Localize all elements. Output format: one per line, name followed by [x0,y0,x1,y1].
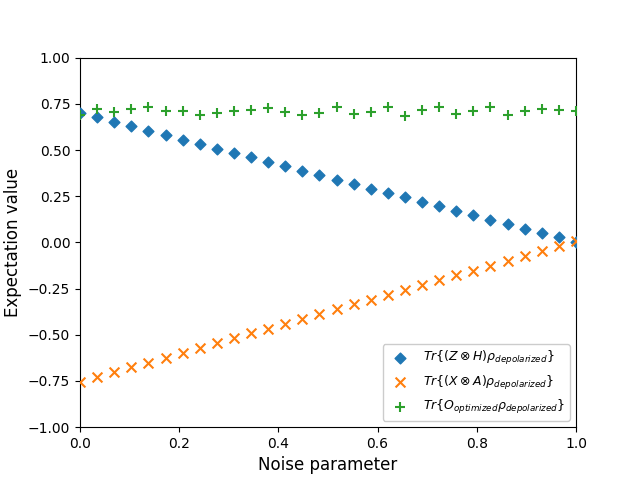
$Tr\{(Z \otimes H)\rho_{depolarized}\}$ [92,114,102,121]
$Tr\{(X \otimes A)\rho_{depolarized}\}$ [434,276,444,284]
$Tr\{(Z \otimes H)\rho_{depolarized}\}$ [314,171,324,179]
$Tr\{O_{optimized}\rho_{depolarized}\}$ [332,104,342,111]
$Tr\{O_{optimized}\rho_{depolarized}\}$ [195,111,205,119]
$Tr\{O_{optimized}\rho_{depolarized}\}$ [263,105,273,112]
$Tr\{O_{optimized}\rho_{depolarized}\}$ [177,108,188,115]
$Tr\{O_{optimized}\rho_{depolarized}\}$ [571,108,581,115]
$Tr\{O_{optimized}\rho_{depolarized}\}$ [246,106,256,113]
$Tr\{O_{optimized}\rho_{depolarized}\}$ [502,111,513,119]
$Tr\{(X \otimes A)\rho_{depolarized}\}$ [246,330,256,337]
$Tr\{(Z \otimes H)\rho_{depolarized}\}$ [246,154,256,161]
$Tr\{(X \otimes A)\rho_{depolarized}\}$ [451,272,461,279]
$Tr\{(X \otimes A)\rho_{depolarized}\}$ [109,368,119,376]
$Tr\{(X \otimes A)\rho_{depolarized}\}$ [263,325,273,333]
$Tr\{(X \otimes A)\rho_{depolarized}\}$ [365,296,376,303]
$Tr\{(X \otimes A)\rho_{depolarized}\}$ [502,257,513,264]
Legend: $Tr\{(Z \otimes H)\rho_{depolarized}\}$, $Tr\{(X \otimes A)\rho_{depolarized}\}$: $Tr\{(Z \otimes H)\rho_{depolarized}\}$,… [383,345,570,421]
$Tr\{(X \otimes A)\rho_{depolarized}\}$ [520,252,530,260]
$Tr\{(Z \otimes H)\rho_{depolarized}\}$ [297,167,307,175]
$Tr\{(X \otimes A)\rho_{depolarized}\}$ [571,238,581,245]
$Tr\{O_{optimized}\rho_{depolarized}\}$ [365,108,376,116]
$Tr\{O_{optimized}\rho_{depolarized}\}$ [280,108,291,116]
$Tr\{(Z \otimes H)\rho_{depolarized}\}$ [554,234,564,241]
$Tr\{(Z \otimes H)\rho_{depolarized}\}$ [485,216,495,224]
$Tr\{(X \otimes A)\rho_{depolarized}\}$ [92,373,102,381]
$Tr\{O_{optimized}\rho_{depolarized}\}$ [75,111,85,119]
$Tr\{O_{optimized}\rho_{depolarized}\}$ [349,110,359,118]
$Tr\{(Z \otimes H)\rho_{depolarized}\}$ [143,127,154,135]
$Tr\{(Z \otimes H)\rho_{depolarized}\}$ [417,198,427,206]
$Tr\{(X \otimes A)\rho_{depolarized}\}$ [161,354,171,361]
$Tr\{(Z \otimes H)\rho_{depolarized}\}$ [109,118,119,126]
$Tr\{(X \otimes A)\rho_{depolarized}\}$ [229,335,239,342]
$Tr\{O_{optimized}\rho_{depolarized}\}$ [400,112,410,120]
$Tr\{O_{optimized}\rho_{depolarized}\}$ [143,103,154,110]
$Tr\{(Z \otimes H)\rho_{depolarized}\}$ [229,149,239,157]
$Tr\{(X \otimes A)\rho_{depolarized}\}$ [400,286,410,294]
$Tr\{(X \otimes A)\rho_{depolarized}\}$ [332,305,342,313]
$Tr\{(Z \otimes H)\rho_{depolarized}\}$ [349,180,359,188]
$Tr\{(X \otimes A)\rho_{depolarized}\}$ [212,339,222,347]
$Tr\{(Z \otimes H)\rho_{depolarized}\}$ [126,122,136,130]
$Tr\{O_{optimized}\rho_{depolarized}\}$ [451,110,461,118]
$Tr\{(X \otimes A)\rho_{depolarized}\}$ [126,363,136,371]
$Tr\{(Z \otimes H)\rho_{depolarized}\}$ [451,207,461,215]
$Tr\{(Z \otimes H)\rho_{depolarized}\}$ [400,193,410,201]
$Tr\{(Z \otimes H)\rho_{depolarized}\}$ [75,109,85,117]
$Tr\{(X \otimes A)\rho_{depolarized}\}$ [143,359,154,366]
$Tr\{(X \otimes A)\rho_{depolarized}\}$ [417,281,427,289]
Y-axis label: Expectation value: Expectation value [4,168,22,317]
$Tr\{O_{optimized}\rho_{depolarized}\}$ [485,104,495,111]
$Tr\{(Z \otimes H)\rho_{depolarized}\}$ [537,229,547,237]
$Tr\{(Z \otimes H)\rho_{depolarized}\}$ [177,136,188,144]
$Tr\{(Z \otimes H)\rho_{depolarized}\}$ [332,176,342,183]
$Tr\{(Z \otimes H)\rho_{depolarized}\}$ [383,189,393,197]
$Tr\{(X \otimes A)\rho_{depolarized}\}$ [177,349,188,357]
$Tr\{O_{optimized}\rho_{depolarized}\}$ [229,108,239,115]
X-axis label: Noise parameter: Noise parameter [259,456,397,474]
$Tr\{(Z \otimes H)\rho_{depolarized}\}$ [365,185,376,192]
$Tr\{O_{optimized}\rho_{depolarized}\}$ [434,103,444,111]
$Tr\{O_{optimized}\rho_{depolarized}\}$ [537,105,547,113]
$Tr\{(Z \otimes H)\rho_{depolarized}\}$ [195,140,205,148]
$Tr\{(X \otimes A)\rho_{depolarized}\}$ [468,267,479,275]
$Tr\{(Z \otimes H)\rho_{depolarized}\}$ [434,203,444,210]
$Tr\{O_{optimized}\rho_{depolarized}\}$ [92,105,102,112]
$Tr\{O_{optimized}\rho_{depolarized}\}$ [297,111,307,119]
$Tr\{(Z \otimes H)\rho_{depolarized}\}$ [212,145,222,153]
$Tr\{O_{optimized}\rho_{depolarized}\}$ [161,107,171,115]
$Tr\{(X \otimes A)\rho_{depolarized}\}$ [349,300,359,308]
$Tr\{O_{optimized}\rho_{depolarized}\}$ [383,103,393,111]
$Tr\{(X \otimes A)\rho_{depolarized}\}$ [297,315,307,323]
$Tr\{(X \otimes A)\rho_{depolarized}\}$ [537,247,547,255]
$Tr\{(X \otimes A)\rho_{depolarized}\}$ [195,344,205,352]
$Tr\{(Z \otimes H)\rho_{depolarized}\}$ [263,158,273,166]
$Tr\{O_{optimized}\rho_{depolarized}\}$ [314,109,324,117]
$Tr\{(X \otimes A)\rho_{depolarized}\}$ [383,291,393,299]
$Tr\{O_{optimized}\rho_{depolarized}\}$ [109,108,119,116]
$Tr\{O_{optimized}\rho_{depolarized}\}$ [126,105,136,113]
$Tr\{(X \otimes A)\rho_{depolarized}\}$ [485,262,495,270]
$Tr\{(X \otimes A)\rho_{depolarized}\}$ [280,320,291,328]
$Tr\{(Z \otimes H)\rho_{depolarized}\}$ [502,220,513,228]
$Tr\{(Z \otimes H)\rho_{depolarized}\}$ [571,238,581,246]
$Tr\{(X \otimes A)\rho_{depolarized}\}$ [314,310,324,318]
$Tr\{O_{optimized}\rho_{depolarized}\}$ [468,107,479,115]
$Tr\{(Z \otimes H)\rho_{depolarized}\}$ [280,163,291,170]
$Tr\{(Z \otimes H)\rho_{depolarized}\}$ [468,211,479,219]
$Tr\{(Z \otimes H)\rho_{depolarized}\}$ [520,225,530,232]
$Tr\{(X \otimes A)\rho_{depolarized}\}$ [75,378,85,386]
$Tr\{O_{optimized}\rho_{depolarized}\}$ [417,107,427,114]
$Tr\{O_{optimized}\rho_{depolarized}\}$ [520,107,530,115]
$Tr\{O_{optimized}\rho_{depolarized}\}$ [212,109,222,117]
$Tr\{(Z \otimes H)\rho_{depolarized}\}$ [161,132,171,139]
$Tr\{O_{optimized}\rho_{depolarized}\}$ [554,106,564,113]
$Tr\{(X \otimes A)\rho_{depolarized}\}$ [554,242,564,250]
